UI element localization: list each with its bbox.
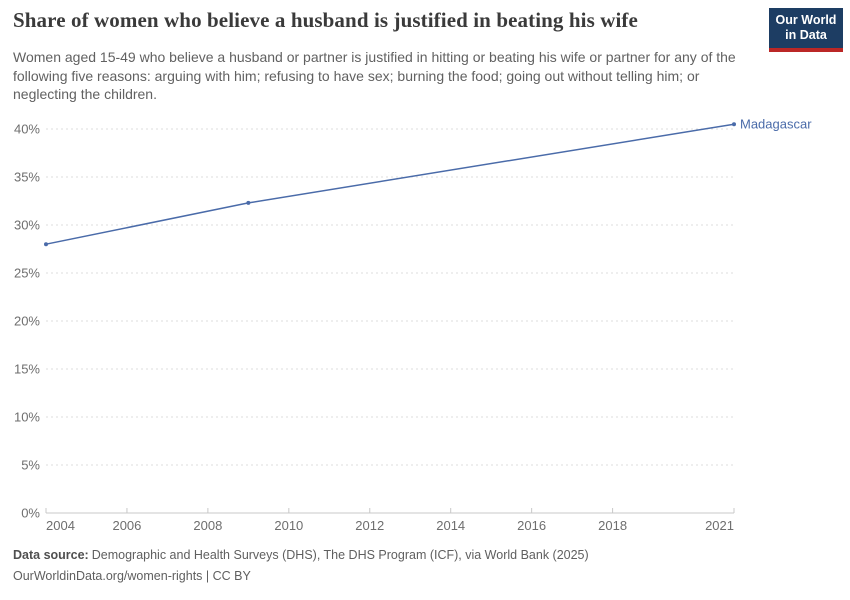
owid-logo: Our World in Data: [769, 8, 843, 52]
y-axis-tick-label: 20%: [14, 314, 40, 329]
y-axis-tick-label: 5%: [21, 458, 40, 473]
x-axis-tick-label: 2021: [705, 518, 734, 533]
chart-footer: Data source: Demographic and Health Surve…: [13, 545, 813, 587]
data-source-label: Data source:: [13, 548, 89, 562]
data-source-text: Demographic and Health Surveys (DHS), Th…: [91, 548, 589, 562]
y-axis-tick-label: 25%: [14, 266, 40, 281]
y-axis-tick-label: 10%: [14, 410, 40, 425]
y-axis-tick-label: 35%: [14, 170, 40, 185]
owid-logo-line2: in Data: [785, 28, 827, 42]
series-end-label: Madagascar: [740, 117, 812, 132]
x-axis-tick-label: 2012: [355, 518, 384, 533]
x-axis-tick-label: 2010: [274, 518, 303, 533]
chart-subtitle: Women aged 15-49 who believe a husband o…: [13, 49, 736, 102]
attribution-line: OurWorldinData.org/women-rights | CC BY: [13, 569, 251, 583]
data-point-marker: [732, 122, 736, 127]
data-source-line: Data source: Demographic and Health Surve…: [13, 545, 813, 566]
x-axis-tick-label: 2006: [112, 518, 141, 533]
x-axis-tick-label: 2016: [517, 518, 546, 533]
data-point-marker: [246, 200, 251, 205]
x-axis-tick-label: 2018: [598, 518, 627, 533]
y-axis-tick-label: 40%: [14, 122, 40, 137]
y-axis-tick-label: 15%: [14, 362, 40, 377]
series-line-madagascar: [45, 123, 735, 245]
x-axis-tick-label: 2004: [46, 518, 75, 533]
data-point-marker: [44, 242, 48, 247]
y-axis-tick-label: 30%: [14, 218, 40, 233]
chart-title: Share of women who believe a husband is …: [13, 8, 638, 32]
owid-logo-line1: Our World: [775, 13, 837, 27]
x-axis-tick-label: 2008: [193, 518, 222, 533]
x-axis-tick-label: 2014: [436, 518, 465, 533]
y-axis-tick-label: 0%: [21, 506, 40, 521]
